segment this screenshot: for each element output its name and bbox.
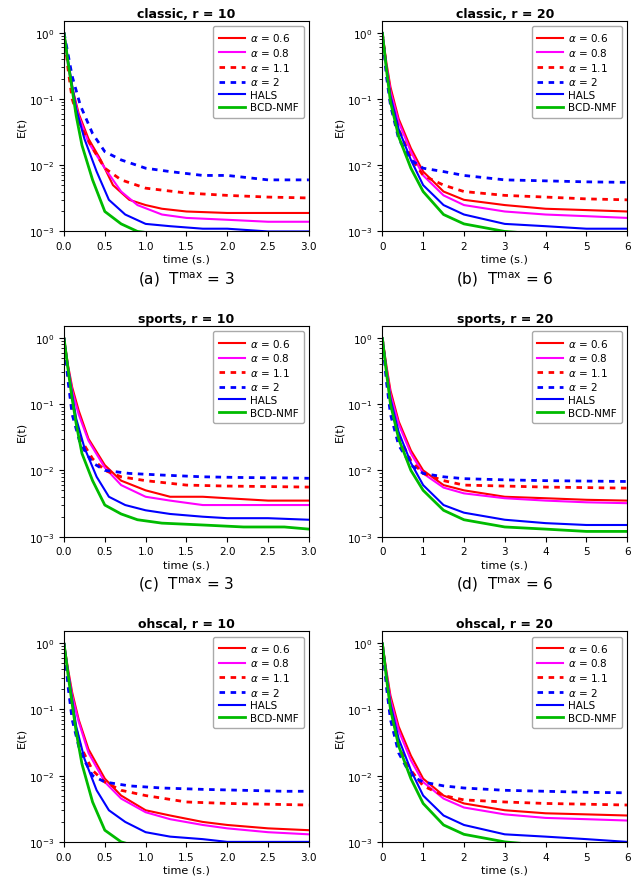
Text: (d)  T$^{\mathrm{max}}$ = 6: (d) T$^{\mathrm{max}}$ = 6 [456,575,554,594]
Legend: $\alpha$ = 0.6, $\alpha$ = 0.8, $\alpha$ = 1.1, $\alpha$ = 2, HALS, BCD-NMF: $\alpha$ = 0.6, $\alpha$ = 0.8, $\alpha$… [532,332,622,424]
X-axis label: time (s.): time (s.) [481,865,528,874]
Legend: $\alpha$ = 0.6, $\alpha$ = 0.8, $\alpha$ = 1.1, $\alpha$ = 2, HALS, BCD-NMF: $\alpha$ = 0.6, $\alpha$ = 0.8, $\alpha$… [213,637,303,728]
X-axis label: time (s.): time (s.) [163,560,210,569]
Y-axis label: E(t): E(t) [16,117,26,137]
Title: sports, r = 20: sports, r = 20 [457,312,553,325]
X-axis label: time (s.): time (s.) [481,254,528,265]
X-axis label: time (s.): time (s.) [163,254,210,265]
Title: classic, r = 20: classic, r = 20 [456,8,554,21]
Y-axis label: E(t): E(t) [16,727,26,747]
X-axis label: time (s.): time (s.) [481,560,528,569]
Text: (c)  T$^{\mathrm{max}}$ = 3: (c) T$^{\mathrm{max}}$ = 3 [138,575,234,594]
Title: ohscal, r = 20: ohscal, r = 20 [456,617,553,631]
Y-axis label: E(t): E(t) [16,422,26,442]
Legend: $\alpha$ = 0.6, $\alpha$ = 0.8, $\alpha$ = 1.1, $\alpha$ = 2, HALS, BCD-NMF: $\alpha$ = 0.6, $\alpha$ = 0.8, $\alpha$… [213,27,303,118]
Legend: $\alpha$ = 0.6, $\alpha$ = 0.8, $\alpha$ = 1.1, $\alpha$ = 2, HALS, BCD-NMF: $\alpha$ = 0.6, $\alpha$ = 0.8, $\alpha$… [532,637,622,728]
Title: sports, r = 10: sports, r = 10 [138,312,234,325]
Title: ohscal, r = 10: ohscal, r = 10 [138,617,235,631]
Legend: $\alpha$ = 0.6, $\alpha$ = 0.8, $\alpha$ = 1.1, $\alpha$ = 2, HALS, BCD-NMF: $\alpha$ = 0.6, $\alpha$ = 0.8, $\alpha$… [213,332,303,424]
Y-axis label: E(t): E(t) [334,727,344,747]
Text: (a)  T$^{\mathrm{max}}$ = 3: (a) T$^{\mathrm{max}}$ = 3 [138,270,235,289]
Legend: $\alpha$ = 0.6, $\alpha$ = 0.8, $\alpha$ = 1.1, $\alpha$ = 2, HALS, BCD-NMF: $\alpha$ = 0.6, $\alpha$ = 0.8, $\alpha$… [532,27,622,118]
Text: (b)  T$^{\mathrm{max}}$ = 6: (b) T$^{\mathrm{max}}$ = 6 [456,270,554,289]
Y-axis label: E(t): E(t) [334,117,344,137]
Y-axis label: E(t): E(t) [334,422,344,442]
Title: classic, r = 10: classic, r = 10 [137,8,236,21]
X-axis label: time (s.): time (s.) [163,865,210,874]
